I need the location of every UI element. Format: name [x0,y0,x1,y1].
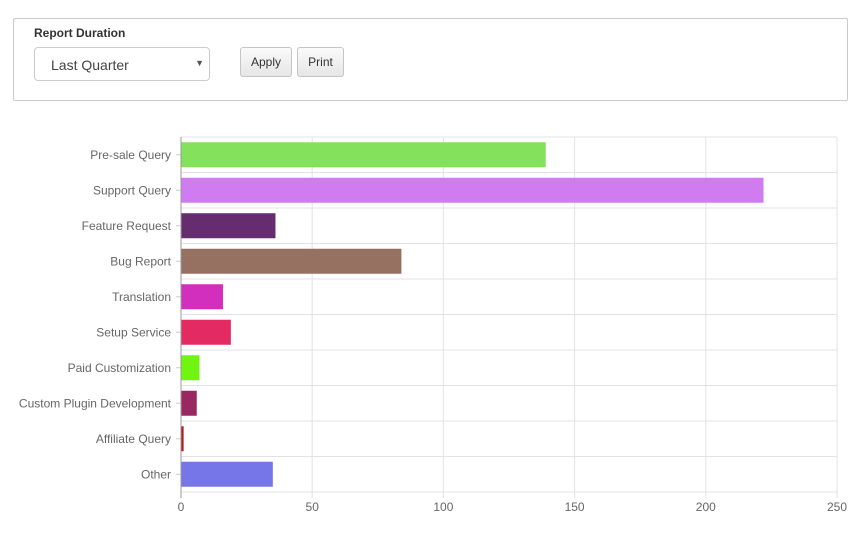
chevron-down-icon: ▼ [195,58,204,68]
y-category-label: Pre-sale Query [90,148,171,162]
bar-pre-sale-query [181,142,546,168]
x-tick-label: 250 [827,500,847,514]
bar-support-query [181,177,764,203]
y-category-label: Setup Service [96,325,171,339]
y-category-label: Affiliate Query [96,432,171,446]
y-category-label: Custom Plugin Development [19,396,172,410]
x-tick-label: 150 [565,500,585,514]
bar-custom-plugin-development [181,390,197,416]
y-category-label: Paid Customization [68,361,171,375]
y-category-label: Other [141,467,171,481]
selected-value: Last Quarter [51,57,129,73]
bar-affiliate-query [181,426,184,452]
bar-paid-customization [181,355,200,381]
print-button[interactable]: Print [297,47,344,77]
x-tick-label: 200 [696,500,716,514]
x-tick-label: 50 [306,500,320,514]
apply-button[interactable]: Apply [240,47,292,77]
y-category-label: Support Query [93,183,171,197]
bar-other [181,461,273,487]
bar-bug-report [181,248,402,274]
filter-panel: Report Duration Last Quarter ▼ Apply Pri… [13,18,848,101]
y-category-label: Bug Report [110,254,171,268]
bar-translation [181,284,223,310]
x-tick-label: 0 [178,500,185,514]
y-category-label: Translation [112,290,171,304]
bar-setup-service [181,319,231,345]
report-duration-label: Report Duration [34,26,126,40]
bar-feature-request [181,213,276,239]
x-tick-label: 100 [433,500,453,514]
y-category-label: Feature Request [82,219,172,233]
report-duration-select[interactable]: Last Quarter ▼ [34,47,210,81]
